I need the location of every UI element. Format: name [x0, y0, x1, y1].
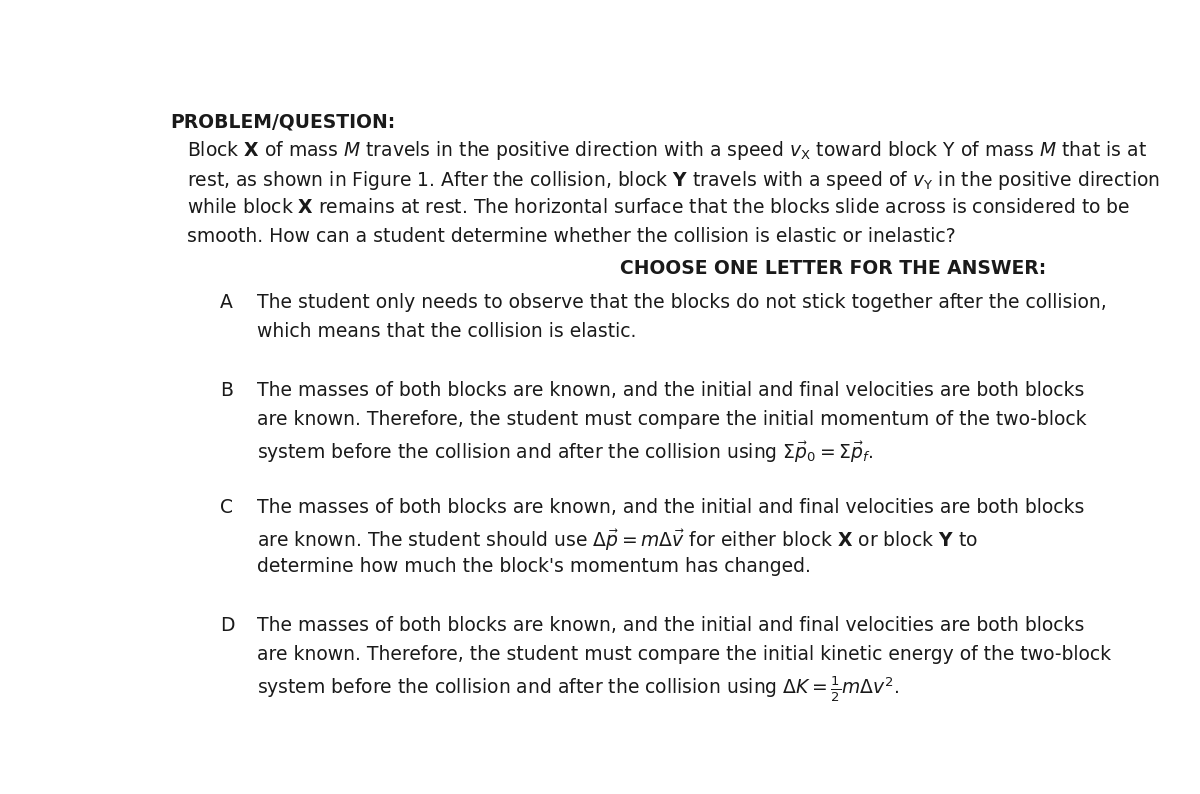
Text: A: A	[220, 293, 233, 312]
Text: system before the collision and after the collision using $\Delta K = \frac{1}{2: system before the collision and after th…	[257, 674, 900, 703]
Text: B: B	[220, 381, 233, 400]
Text: Block $\mathbf{X}$ of mass $\mathit{M}$ travels in the positive direction with a: Block $\mathbf{X}$ of mass $\mathit{M}$ …	[187, 140, 1147, 163]
Text: determine how much the block's momentum has changed.: determine how much the block's momentum …	[257, 557, 811, 576]
Text: while block $\mathbf{X}$ remains at rest. The horizontal surface that the blocks: while block $\mathbf{X}$ remains at rest…	[187, 198, 1130, 217]
Text: PROBLEM/QUESTION:: PROBLEM/QUESTION:	[170, 113, 396, 131]
Text: system before the collision and after the collision using $\Sigma\vec{p}_0 = \Si: system before the collision and after th…	[257, 440, 874, 464]
Text: The masses of both blocks are known, and the initial and final velocities are bo: The masses of both blocks are known, and…	[257, 381, 1085, 400]
Text: are known. Therefore, the student must compare the initial momentum of the two-b: are known. Therefore, the student must c…	[257, 410, 1086, 430]
Text: C: C	[220, 499, 233, 518]
Text: are known. The student should use $\Delta\vec{p} = m\Delta\vec{v}$ for either bl: are known. The student should use $\Delt…	[257, 528, 978, 553]
Text: which means that the collision is elastic.: which means that the collision is elasti…	[257, 322, 636, 341]
Text: The student only needs to observe that the blocks do not stick together after th: The student only needs to observe that t…	[257, 293, 1106, 312]
Text: The masses of both blocks are known, and the initial and final velocities are bo: The masses of both blocks are known, and…	[257, 615, 1085, 634]
Text: rest, as shown in Figure 1. After the collision, block $\mathbf{Y}$ travels with: rest, as shown in Figure 1. After the co…	[187, 169, 1160, 191]
Text: D: D	[220, 615, 234, 634]
Text: smooth. How can a student determine whether the collision is elastic or inelasti: smooth. How can a student determine whet…	[187, 227, 956, 246]
Text: are known. Therefore, the student must compare the initial kinetic energy of the: are known. Therefore, the student must c…	[257, 645, 1111, 664]
Text: CHOOSE ONE LETTER FOR THE ANSWER:: CHOOSE ONE LETTER FOR THE ANSWER:	[620, 259, 1046, 278]
Text: The masses of both blocks are known, and the initial and final velocities are bo: The masses of both blocks are known, and…	[257, 499, 1085, 518]
